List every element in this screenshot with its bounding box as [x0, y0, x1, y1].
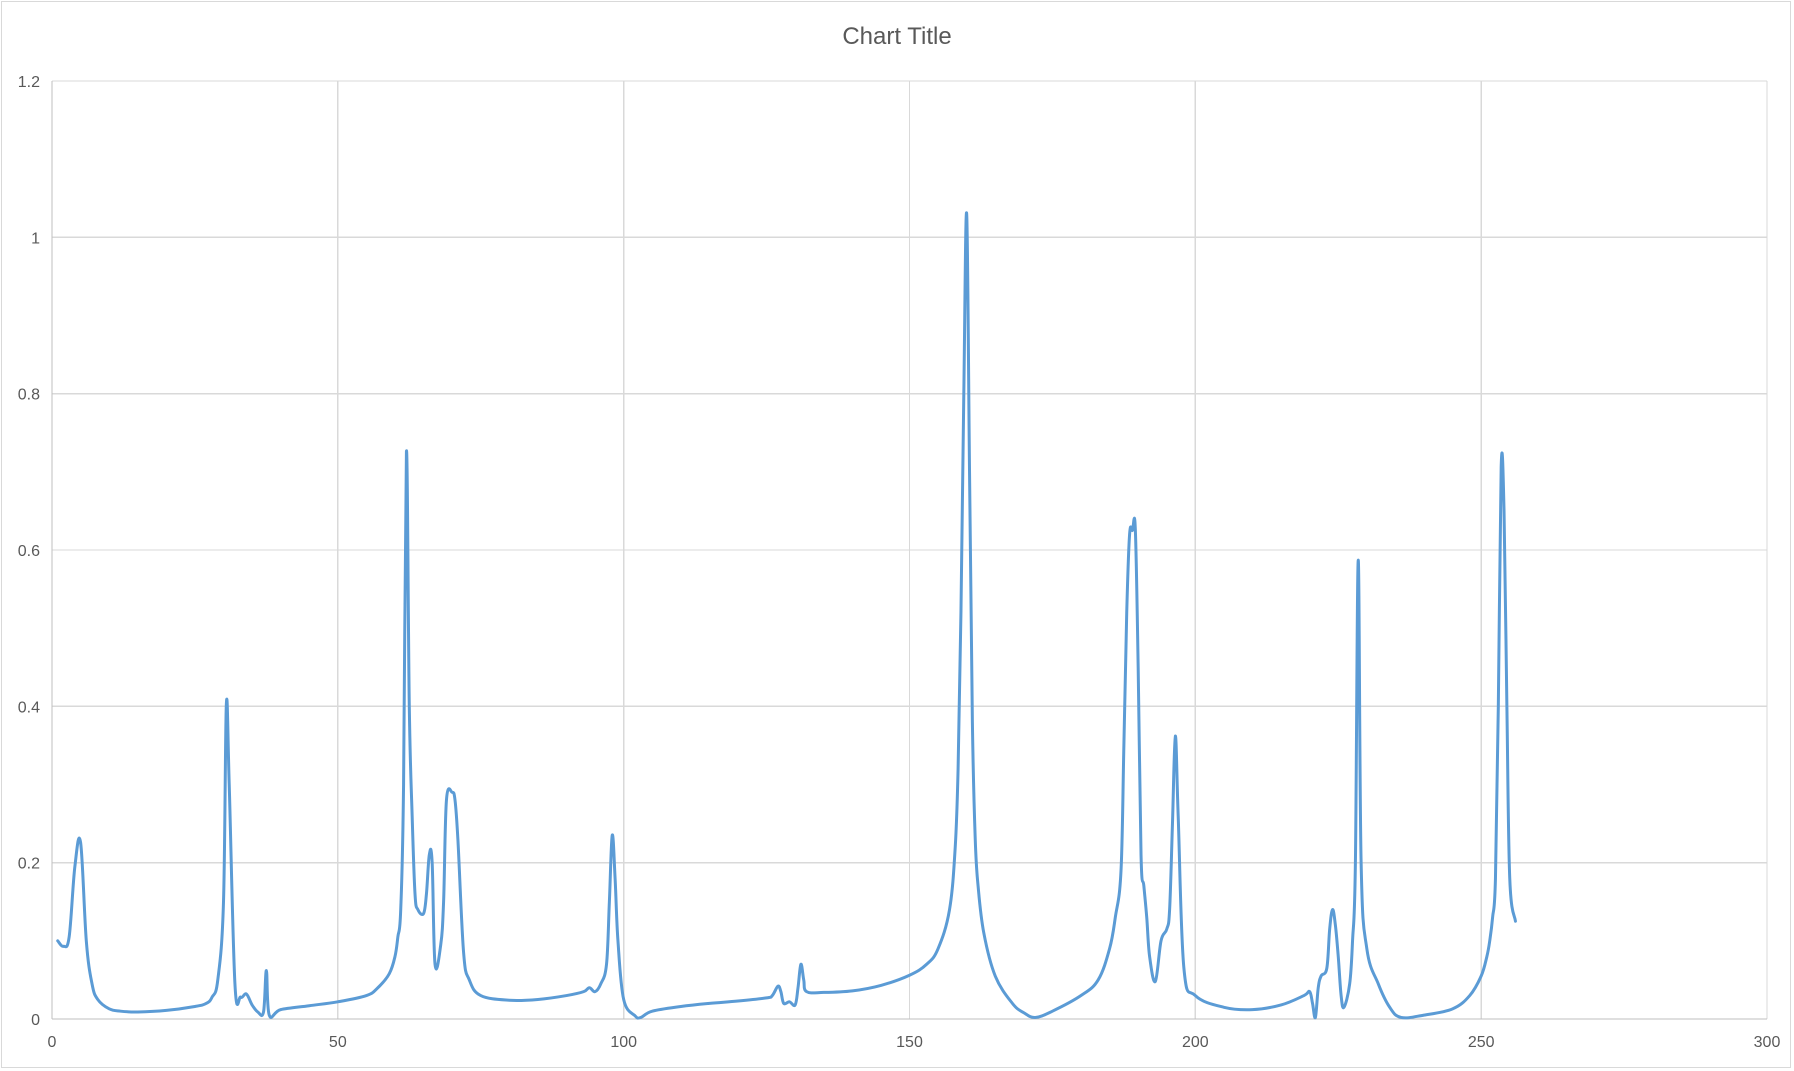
y-tick-label: 0.8	[18, 387, 40, 404]
y-axis-tick-labels: 0 0.2 0.4 0.6 0.8 1 1.2	[18, 74, 40, 1029]
gridlines	[52, 80, 1768, 1019]
series-line-1	[56, 211, 1517, 1020]
x-axis-tick-labels: 0 50 100 150 200 250 300	[48, 1034, 1781, 1051]
y-tick-label: 1	[31, 230, 40, 247]
series-layer	[56, 211, 1517, 1020]
chart-title: Chart Title	[842, 23, 951, 50]
x-tick-label: 200	[1182, 1034, 1209, 1051]
x-tick-label: 300	[1754, 1034, 1781, 1051]
x-tick-label: 100	[610, 1034, 637, 1051]
x-tick-label: 250	[1468, 1034, 1495, 1051]
y-tick-label: 0	[31, 1012, 40, 1029]
y-tick-label: 0.2	[18, 856, 40, 873]
y-tick-label: 0.4	[18, 699, 40, 716]
y-tick-label: 1.2	[18, 74, 40, 91]
axes	[51, 81, 1767, 1020]
x-tick-label: 0	[48, 1034, 57, 1051]
x-tick-label: 50	[329, 1034, 347, 1051]
x-tick-label: 150	[896, 1034, 923, 1051]
y-tick-label: 0.6	[18, 543, 40, 560]
